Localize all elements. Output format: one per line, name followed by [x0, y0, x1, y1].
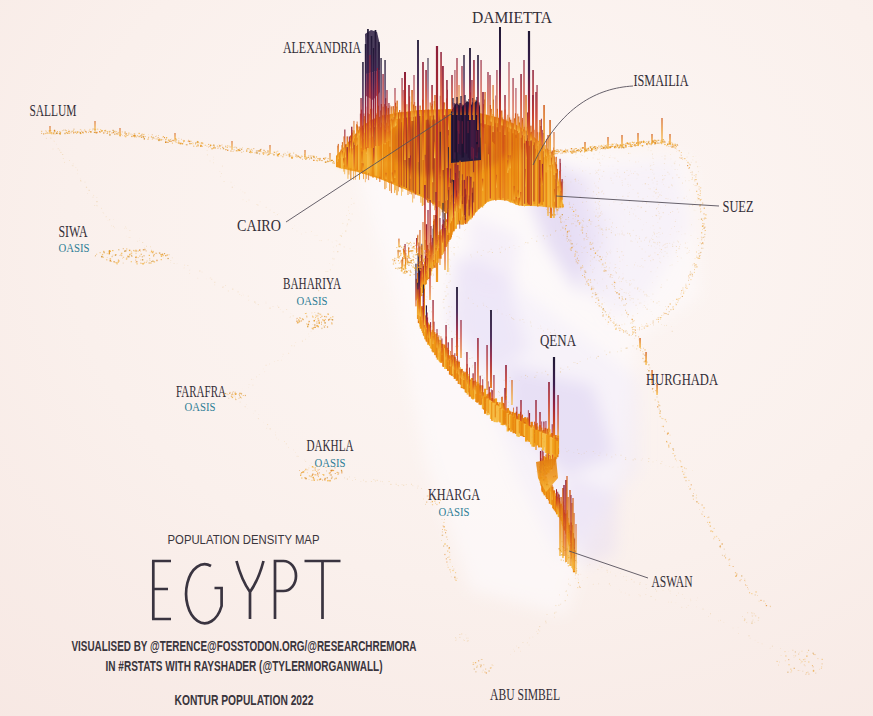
svg-text:DAKHLA: DAKHLA — [307, 437, 354, 454]
svg-text:ABU SIMBEL: ABU SIMBEL — [490, 686, 560, 703]
svg-text:KONTUR POPULATION 2022: KONTUR POPULATION 2022 — [175, 692, 314, 708]
svg-text:VISUALISED BY @TERENCE@FOSSTOD: VISUALISED BY @TERENCE@FOSSTODON.ORG/@RE… — [72, 637, 417, 654]
svg-text:BAHARIYA: BAHARIYA — [283, 275, 341, 292]
svg-text:SUEZ: SUEZ — [723, 198, 754, 215]
svg-text:SIWA: SIWA — [59, 223, 88, 240]
svg-text:KHARGA: KHARGA — [428, 486, 480, 503]
svg-text:OASIS: OASIS — [315, 456, 346, 470]
svg-text:ISMAILIA: ISMAILIA — [634, 72, 689, 89]
svg-text:DAMIETTA: DAMIETTA — [472, 9, 552, 26]
svg-text:OASIS: OASIS — [297, 294, 328, 308]
svg-text:ASWAN: ASWAN — [652, 573, 693, 590]
svg-text:CAIRO: CAIRO — [237, 217, 281, 234]
svg-text:OASIS: OASIS — [185, 400, 216, 414]
svg-text:QENA: QENA — [540, 332, 576, 349]
svg-text:FARAFRA: FARAFRA — [176, 383, 226, 400]
svg-text:SALLUM: SALLUM — [30, 102, 77, 119]
svg-text:OASIS: OASIS — [439, 505, 470, 519]
svg-text:OASIS: OASIS — [59, 241, 90, 255]
svg-text:IN #RSTATS WITH RAYSHADER (@TY: IN #RSTATS WITH RAYSHADER (@TYLERMORGANW… — [106, 657, 383, 674]
svg-text:POPULATION DENSITY MAP: POPULATION DENSITY MAP — [168, 532, 320, 547]
svg-text:ALEXANDRIA: ALEXANDRIA — [283, 39, 361, 56]
svg-text:HURGHADA: HURGHADA — [646, 371, 718, 388]
